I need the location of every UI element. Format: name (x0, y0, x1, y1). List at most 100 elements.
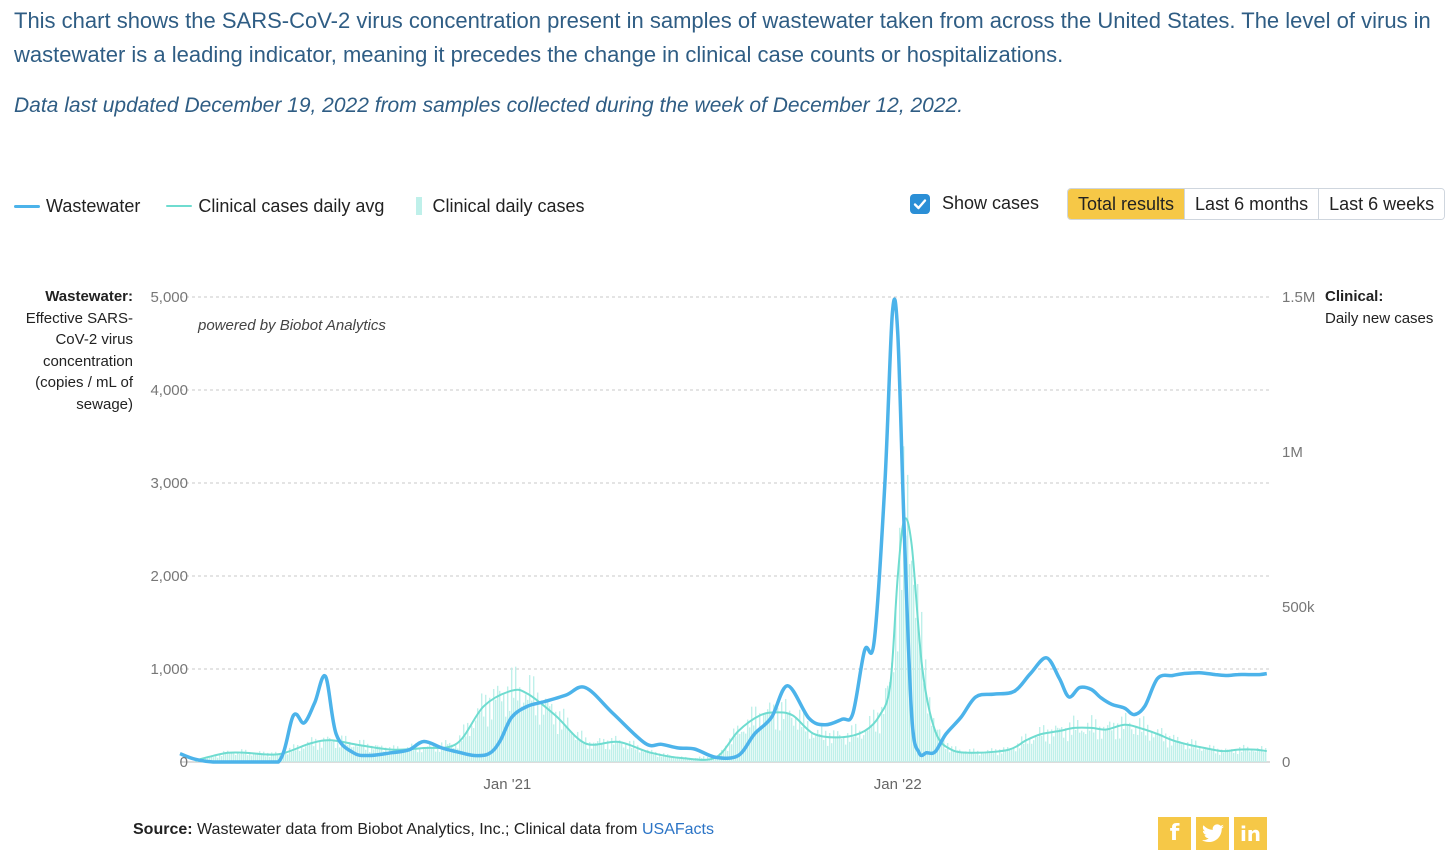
daily-case-bar (394, 749, 397, 762)
daily-case-bar (1238, 747, 1241, 762)
legend-item-wastewater[interactable]: Wastewater (14, 196, 140, 217)
daily-case-bar (336, 739, 339, 762)
daily-case-bar (330, 741, 333, 762)
daily-case-bar (468, 736, 471, 762)
checkbox-checked-icon[interactable] (910, 193, 930, 214)
daily-case-bar (430, 747, 433, 762)
daily-case-bar (1120, 716, 1123, 762)
daily-case-bar (1214, 753, 1217, 762)
daily-case-bar (414, 744, 417, 762)
daily-case-bar (742, 731, 745, 762)
daily-case-bar (1108, 721, 1111, 762)
daily-case-bar (640, 749, 643, 762)
total-results-button[interactable]: Total results (1068, 189, 1185, 219)
daily-case-bar (390, 752, 393, 762)
daily-case-bar (570, 732, 573, 762)
last-6-weeks-button[interactable]: Last 6 weeks (1318, 189, 1445, 219)
daily-case-bar (932, 718, 935, 762)
legend-item-daily[interactable]: Clinical daily cases (410, 196, 585, 217)
daily-case-bar (450, 744, 453, 762)
daily-case-bar (410, 743, 413, 762)
daily-case-bar (990, 748, 993, 762)
daily-case-bar (412, 750, 415, 762)
daily-case-bar (1206, 748, 1209, 762)
daily-case-bar (1052, 736, 1055, 762)
daily-case-bar (750, 706, 753, 762)
daily-case-bar (1144, 735, 1147, 762)
daily-case-bar (1012, 747, 1015, 762)
daily-case-bar (688, 757, 691, 762)
daily-case-bar (650, 749, 653, 762)
daily-case-bar (606, 740, 609, 762)
right-axis-title: Clinical: Daily new cases (1325, 286, 1455, 329)
last-6-months-button[interactable]: Last 6 months (1184, 189, 1319, 219)
daily-case-bar (482, 716, 485, 762)
daily-case-bar (886, 685, 889, 762)
daily-case-bar (622, 747, 625, 762)
daily-case-bar (1230, 749, 1233, 762)
daily-case-bar (1178, 741, 1181, 762)
daily-case-bar (306, 741, 309, 762)
daily-case-bar (1036, 736, 1039, 762)
daily-case-bar (740, 731, 743, 762)
daily-case-bar (300, 747, 303, 762)
daily-case-bar (508, 710, 511, 762)
daily-case-bar (416, 752, 419, 762)
daily-case-bar (1188, 748, 1191, 762)
daily-case-bar (1122, 729, 1125, 762)
daily-case-bar (882, 714, 885, 762)
daily-case-bar (1100, 738, 1103, 762)
daily-case-bar (974, 754, 977, 762)
daily-case-bar (1162, 741, 1165, 762)
daily-case-bar (268, 756, 271, 762)
legend-item-avg[interactable]: Clinical cases daily avg (166, 196, 384, 217)
daily-case-bar (842, 736, 845, 762)
daily-case-bar (1176, 736, 1179, 762)
daily-case-bar (880, 706, 883, 762)
daily-case-bar (512, 697, 515, 762)
daily-case-bar (746, 719, 749, 762)
daily-case-bar (780, 702, 783, 762)
daily-case-bar (1088, 730, 1091, 762)
daily-case-bar (848, 741, 851, 762)
daily-case-bar (238, 754, 241, 762)
daily-case-bar (968, 749, 971, 762)
daily-case-bar (998, 749, 1001, 762)
daily-case-bar (282, 754, 285, 762)
daily-case-bar (340, 735, 343, 762)
daily-case-bar (470, 725, 473, 762)
daily-case-bar (1216, 748, 1219, 762)
daily-case-bar (904, 535, 907, 762)
daily-case-bar (898, 527, 901, 762)
daily-case-bar (970, 753, 973, 762)
daily-case-bar (878, 733, 881, 762)
daily-case-bar (782, 719, 785, 762)
daily-case-bar (402, 750, 405, 762)
daily-case-bar (674, 758, 677, 762)
daily-case-bar (604, 749, 607, 762)
show-cases-toggle[interactable]: Show cases (910, 193, 1039, 214)
daily-case-bar (440, 742, 443, 762)
daily-case-bar (824, 730, 827, 762)
daily-case-bar (840, 739, 843, 762)
daily-case-bar (1244, 750, 1247, 762)
twitter-icon[interactable] (1196, 817, 1229, 850)
daily-case-bar (1132, 734, 1135, 762)
daily-case-bar (212, 757, 215, 762)
daily-case-bar (748, 727, 751, 762)
daily-case-bar (864, 730, 867, 762)
daily-case-bar (1056, 727, 1059, 762)
usafacts-link[interactable]: USAFacts (641, 821, 714, 838)
daily-case-bar (732, 728, 735, 762)
facebook-icon[interactable]: f (1158, 817, 1191, 850)
daily-case-bar (1124, 712, 1127, 762)
daily-case-bar (488, 697, 491, 762)
daily-case-bar (648, 751, 651, 762)
daily-case-bar (838, 734, 841, 762)
daily-case-bar (684, 756, 687, 762)
daily-case-bar (956, 750, 959, 762)
daily-case-bar (220, 755, 223, 762)
daily-case-bar (500, 701, 503, 762)
daily-case-bar (926, 713, 929, 762)
linkedin-icon[interactable]: in (1234, 817, 1267, 850)
